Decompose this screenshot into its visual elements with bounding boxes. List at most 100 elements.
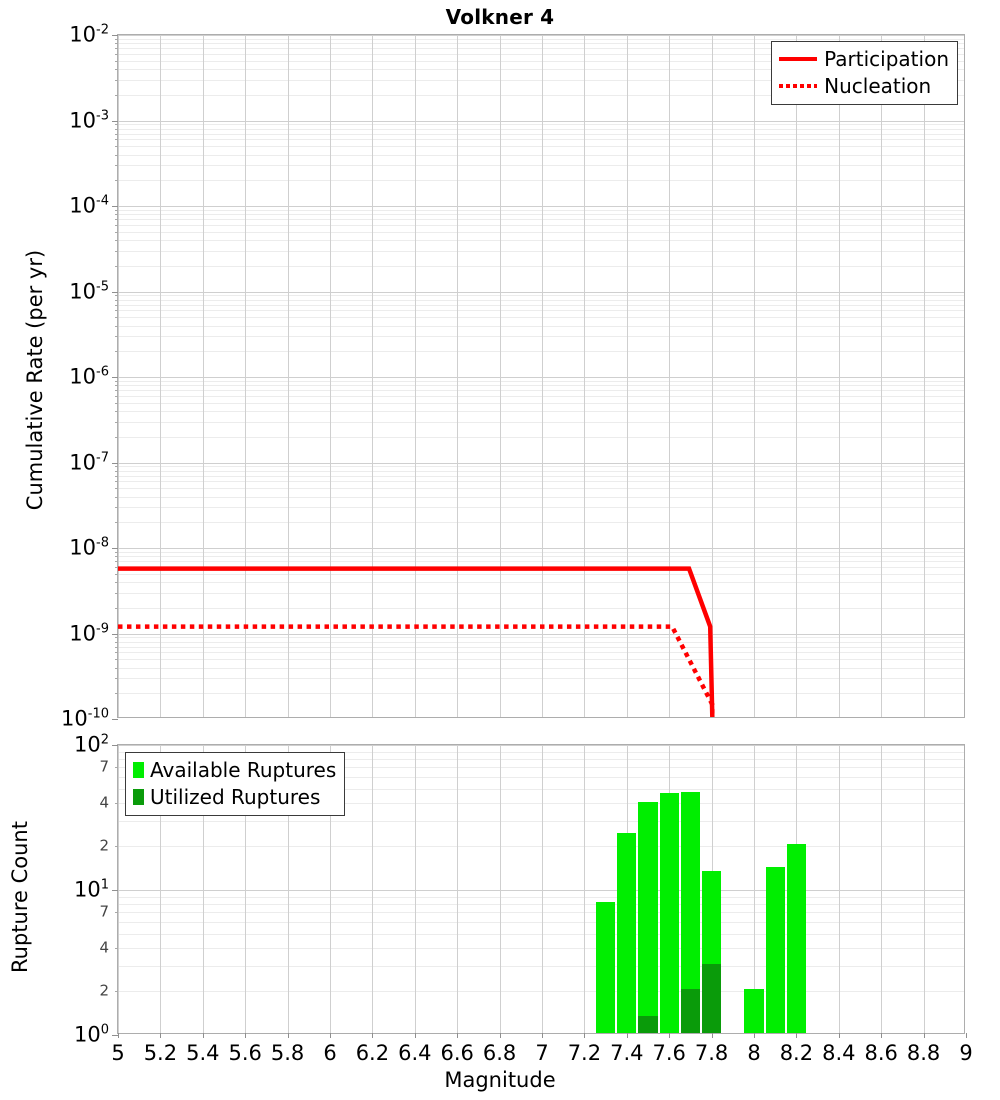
y-tick-minor xyxy=(114,522,118,524)
gridline-horizontal-minor xyxy=(118,124,964,126)
histogram-bar[interactable] xyxy=(744,745,764,1033)
histogram-bar[interactable] xyxy=(596,745,616,1033)
histogram-bar[interactable] xyxy=(786,745,806,1033)
y-tick-minor xyxy=(114,128,118,130)
gridline-horizontal-minor xyxy=(118,265,964,267)
histogram-bar[interactable] xyxy=(659,745,679,1033)
gridline-vertical xyxy=(584,745,586,1033)
gridline-horizontal-minor xyxy=(118,94,964,96)
y-tick-minor xyxy=(114,912,118,914)
gridline-horizontal-minor xyxy=(118,133,964,135)
x-tick xyxy=(499,1033,501,1038)
legend-item-utilized-ruptures[interactable]: Utilized Ruptures xyxy=(133,784,336,810)
y-tick-label: 10-5 xyxy=(69,279,109,304)
y-tick-minor xyxy=(114,299,118,301)
gridline-horizontal-minor xyxy=(118,336,964,338)
y-tick-minor xyxy=(114,124,118,126)
gridline-vertical xyxy=(414,745,416,1033)
y-tick-minor xyxy=(114,436,118,438)
histogram-bar[interactable] xyxy=(680,745,700,1033)
cumulative-rate-plot: 10-2 10-3 10-4 10-5 10-6 10-7 10-8 10-9 10-10 Pa… xyxy=(61,23,965,731)
legend-item-available-ruptures[interactable]: Available Ruptures xyxy=(133,757,336,783)
histogram-bars xyxy=(118,745,964,1033)
gridline-horizontal-minor xyxy=(118,466,964,468)
legend-label: Available Ruptures xyxy=(150,758,337,782)
gridline-horizontal-minor xyxy=(118,496,964,498)
histogram-bar[interactable] xyxy=(765,745,785,1033)
gridline-horizontal-minor xyxy=(118,219,964,221)
y-tick-minor xyxy=(114,395,118,397)
y-tick xyxy=(112,1035,118,1036)
gridline-vertical xyxy=(838,35,840,717)
x-tick xyxy=(711,1033,713,1038)
gridline-horizontal-minor xyxy=(118,592,964,594)
y-tick-label-minor: 7 xyxy=(99,758,109,777)
y-tick-minor xyxy=(114,659,118,661)
x-tick xyxy=(245,1033,247,1038)
y-tick-minor xyxy=(114,693,118,695)
y-tick-minor xyxy=(114,646,118,648)
x-tick-label: 6.6 xyxy=(440,1041,474,1065)
gridline-horizontal-minor xyxy=(118,304,964,306)
histogram-bar[interactable] xyxy=(575,745,594,1033)
gridline-horizontal-minor xyxy=(118,436,964,438)
x-tick-label: 5.8 xyxy=(270,1041,305,1065)
gridline-horizontal-minor xyxy=(118,146,964,148)
y-tick xyxy=(112,120,118,122)
y-tick-minor xyxy=(114,496,118,498)
gridline-vertical xyxy=(160,745,162,1033)
x-tick-label: 9 xyxy=(959,1041,973,1065)
y-tick-label-minor: 2 xyxy=(99,836,109,855)
histogram-bar[interactable] xyxy=(554,745,573,1033)
bar-segment-utilized xyxy=(638,1016,658,1033)
y-tick xyxy=(112,35,118,36)
y-tick-minor xyxy=(114,224,118,226)
gridline-horizontal-minor xyxy=(118,390,964,392)
histogram-bar[interactable] xyxy=(702,745,722,1033)
solid-line-icon xyxy=(779,49,818,69)
x-tick-label: 7.6 xyxy=(652,1041,686,1065)
x-tick xyxy=(414,1033,416,1038)
x-tick xyxy=(796,1033,798,1038)
legend-item-nucleation[interactable]: Nucleation xyxy=(779,73,949,99)
legend-item-participation[interactable]: Participation xyxy=(779,46,949,72)
x-tick-label: 5 xyxy=(111,1041,125,1065)
x-tick-label: 6 xyxy=(323,1041,337,1065)
x-tick xyxy=(372,1033,374,1038)
x-tick-label: 5.4 xyxy=(186,1041,220,1065)
gridline-horizontal-minor xyxy=(118,69,964,71)
gridline-horizontal-minor xyxy=(118,60,964,62)
bar-segment-utilized xyxy=(680,989,700,1033)
y-tick-minor xyxy=(114,265,118,267)
histogram-bar[interactable] xyxy=(638,745,658,1033)
bottom-gridlines xyxy=(118,745,964,1033)
y-tick-minor xyxy=(114,154,118,156)
gridline-horizontal-minor xyxy=(118,402,964,404)
gridline-vertical xyxy=(245,35,247,717)
y-tick-minor xyxy=(114,573,118,575)
gridline-horizontal-minor xyxy=(118,667,964,669)
y-tick-minor xyxy=(114,551,118,553)
gridline-horizontal xyxy=(118,462,964,464)
gridline-horizontal-minor xyxy=(118,802,964,804)
gridline-horizontal-minor xyxy=(118,573,964,575)
x-tick xyxy=(118,1033,119,1038)
gridline-vertical xyxy=(160,35,162,717)
x-tick-label: 6.2 xyxy=(355,1041,390,1065)
gridline-horizontal-minor xyxy=(118,820,964,822)
gridline-horizontal-minor xyxy=(118,411,964,413)
gridline-vertical xyxy=(330,745,331,1033)
gridline-horizontal-minor xyxy=(118,759,964,761)
gridline-horizontal-minor xyxy=(118,53,964,55)
gridline-vertical xyxy=(499,35,501,717)
y-tick-minor xyxy=(114,139,118,141)
histogram-bar[interactable] xyxy=(617,745,637,1033)
x-tick-label: 8.6 xyxy=(864,1041,898,1065)
gridline-horizontal xyxy=(118,291,964,293)
y-tick-minor xyxy=(114,231,118,233)
x-tick xyxy=(754,1033,755,1038)
gridline-horizontal-minor xyxy=(118,896,964,898)
gridline-horizontal xyxy=(118,890,964,891)
bar-segment-available xyxy=(786,844,806,1033)
